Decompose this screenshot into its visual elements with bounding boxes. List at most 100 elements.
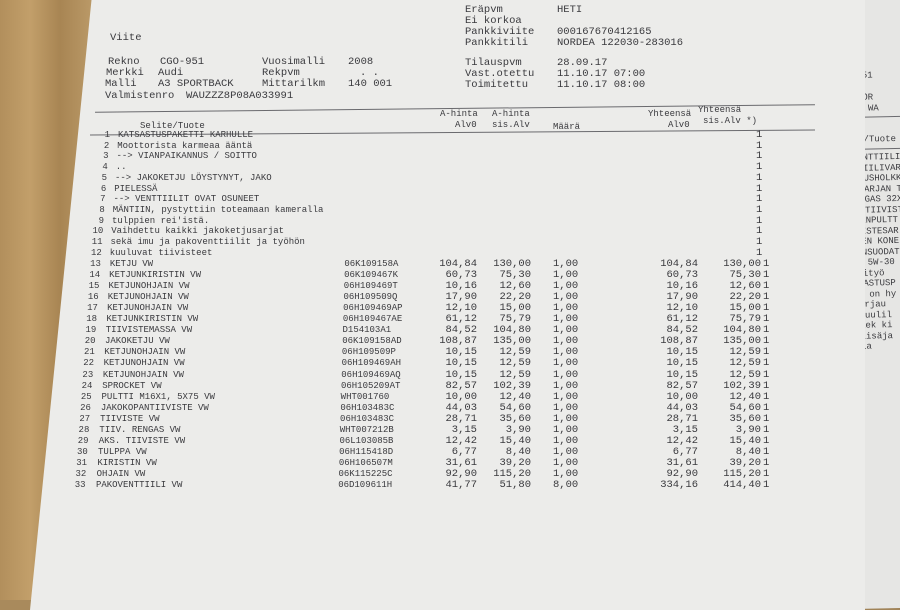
row-unit-price-incl-vat: 15,00 (499, 302, 531, 315)
row-quantity: 1,00 (553, 280, 579, 293)
vuosimalli: 2008 (348, 56, 374, 68)
row-total-incl-vat: 130,00 (723, 258, 761, 270)
mittarilkm-label: Mittarilkm (262, 78, 326, 90)
row-total-alv0: 84,52 (666, 324, 698, 337)
row-number: 28 (78, 424, 90, 435)
pankkiviite-label: Pankkiviite (465, 26, 535, 38)
row-description: PULTTI M16X1, 5X75 VW (101, 391, 215, 402)
row-product-code: 06L103085B (339, 435, 394, 446)
row-description: Vaihdettu kaikki jakoketjusarjat (111, 226, 285, 237)
row-unit-price-alv0: 3,15 (451, 423, 477, 436)
table-row: 19 TIIVISTEMASSA VW D154103A1 84,52 104,80 1,… (30, 325, 865, 336)
row-number: 13 (90, 259, 101, 269)
row-number: 5 (101, 172, 107, 183)
row-product-code: WHT007212B (339, 424, 394, 435)
row-total-incl-vat: 54,60 (729, 401, 761, 414)
row-vat-code: 1 (756, 246, 763, 259)
erapvm: HETI (557, 4, 583, 16)
row-product-code: 06H115418D (339, 446, 394, 457)
table-row: 20 JAKOKETJU VW 06K109158AD 108,87 135,00 1,0… (30, 336, 865, 347)
row-number: 18 (86, 314, 98, 325)
row-total-incl-vat: 39,20 (729, 456, 761, 469)
row-total-incl-vat: 104,80 (723, 324, 761, 337)
ei-korkoa: Ei korkoa (465, 15, 522, 27)
row-product-code: 06H103483C (340, 413, 395, 424)
column-header-ahinta2: A-hinta (492, 109, 530, 119)
row-description: KETJUNKIRISTIN VW (109, 270, 201, 281)
row-description: sekä imu ja pakoventtiilit ja työhön (110, 237, 305, 247)
row-total-alv0: 82,57 (666, 379, 698, 392)
row-unit-price-incl-vat: 12,59 (499, 346, 531, 359)
pankkitili: NORDEA 122030-283016 (557, 37, 684, 49)
malli: A3 SPORTBACK (158, 78, 234, 90)
row-quantity: 1,00 (553, 423, 579, 436)
table-row: 1 KATSASTUSPAKETTI KARHULLE 1 (30, 130, 865, 141)
row-unit-price-incl-vat: 12,59 (499, 368, 531, 381)
row-quantity: 1,00 (553, 324, 579, 337)
row-unit-price-alv0: 92,90 (445, 467, 477, 480)
row-unit-price-incl-vat: 104,80 (493, 324, 531, 337)
row-vat-code: 1 (763, 412, 770, 425)
row-product-code: 06H109509P (341, 347, 396, 358)
tilauspvm: 28.09.17 (557, 57, 608, 69)
row-number: 22 (83, 358, 94, 369)
row-total-alv0: 92,90 (666, 467, 698, 480)
row-description: AKS. TIIVISTE VW (98, 435, 186, 446)
row-description: KETJUNOHJAIN VW (108, 281, 190, 292)
row-product-code: 06H109469AP (343, 303, 403, 314)
row-number: 17 (87, 303, 98, 314)
pankkiviite: 000167670412165 (557, 26, 652, 38)
row-quantity: 1,00 (553, 467, 579, 480)
row-unit-price-alv0: 12,10 (445, 302, 477, 315)
row-total-alv0: 31,61 (666, 456, 698, 469)
column-header-selite: Selite/Tuote (140, 121, 205, 131)
table-row: 28 TIIV. RENGAS VW WHT007212B 3,15 3,90 1,00 3… (30, 423, 865, 436)
row-vat-code: 1 (763, 390, 770, 403)
vastotettu: 11.10.17 07:00 (557, 68, 646, 80)
row-vat-code: 1 (763, 456, 770, 469)
table-row: 21 KETJUNOHJAIN VW 06H109509P 10,15 12,59 1,0… (30, 347, 865, 358)
row-quantity: 1,00 (553, 357, 579, 370)
row-quantity: 1,00 (553, 335, 579, 348)
row-total-incl-vat: 22,20 (729, 291, 761, 304)
table-row: 9 tulppien rei'istä. 1 (30, 215, 865, 227)
table-row: 25 PULTTI M16X1, 5X75 VW WHT001760 10,00 12,… (30, 390, 865, 403)
row-total-alv0: 10,15 (666, 368, 698, 381)
row-vat-code: 1 (756, 182, 763, 195)
row-description: PAKOVENTTIILI VW (95, 480, 183, 490)
row-total-incl-vat: 12,59 (729, 346, 761, 359)
table-row: 29 AKS. TIIVISTE VW 06L103085B 12,42 15,40 1,… (30, 434, 865, 447)
row-number: 21 (83, 347, 95, 358)
table-row: 12 kuuluvat tiivisteet 1 (30, 246, 865, 259)
row-quantity: 1,00 (553, 368, 579, 381)
row-total-alv0: 10,15 (666, 357, 698, 370)
row-product-code: 06H109509Q (343, 292, 398, 303)
row-number: 25 (80, 391, 92, 402)
toimitettu-label: Toimitettu (465, 79, 529, 91)
row-vat-code: 1 (763, 434, 770, 447)
row-total-alv0: 61,12 (666, 313, 698, 326)
row-total-alv0: 44,03 (666, 401, 698, 414)
vastotettu-label: Vast.otettu (465, 68, 535, 80)
row-total-alv0: 60,73 (666, 269, 698, 282)
row-description: --> VIANPAIKANNUS / SOITTO (116, 151, 257, 162)
row-unit-price-alv0: 10,00 (445, 390, 477, 403)
row-number: 15 (88, 281, 100, 292)
row-quantity: 1,00 (553, 302, 579, 315)
table-row: 24 SPROCKET VW 06H105209AT 82,57 102,39 1,00 8… (30, 379, 865, 392)
row-unit-price-incl-vat: 75,30 (499, 269, 531, 282)
row-quantity: 1,00 (553, 401, 579, 414)
row-unit-price-incl-vat: 8,40 (505, 445, 531, 458)
row-unit-price-alv0: 28,71 (445, 412, 477, 425)
rekpvm-label: Rekpvm (262, 67, 300, 79)
row-quantity: 1,00 (553, 291, 579, 304)
row-description: KETJUNOHJAIN VW (104, 347, 186, 358)
row-unit-price-alv0: 104,84 (439, 258, 477, 270)
row-vat-code: 1 (763, 401, 770, 414)
table-row: 14 KETJUNKIRISTIN VW 06K109467K 60,73 75,30 1… (30, 270, 865, 281)
row-unit-price-incl-vat: 54,60 (499, 401, 531, 414)
row-vat-code: 1 (763, 280, 770, 293)
row-number: 14 (89, 270, 101, 281)
row-number: 29 (77, 435, 89, 446)
row-product-code: 06H109469AQ (341, 369, 401, 380)
